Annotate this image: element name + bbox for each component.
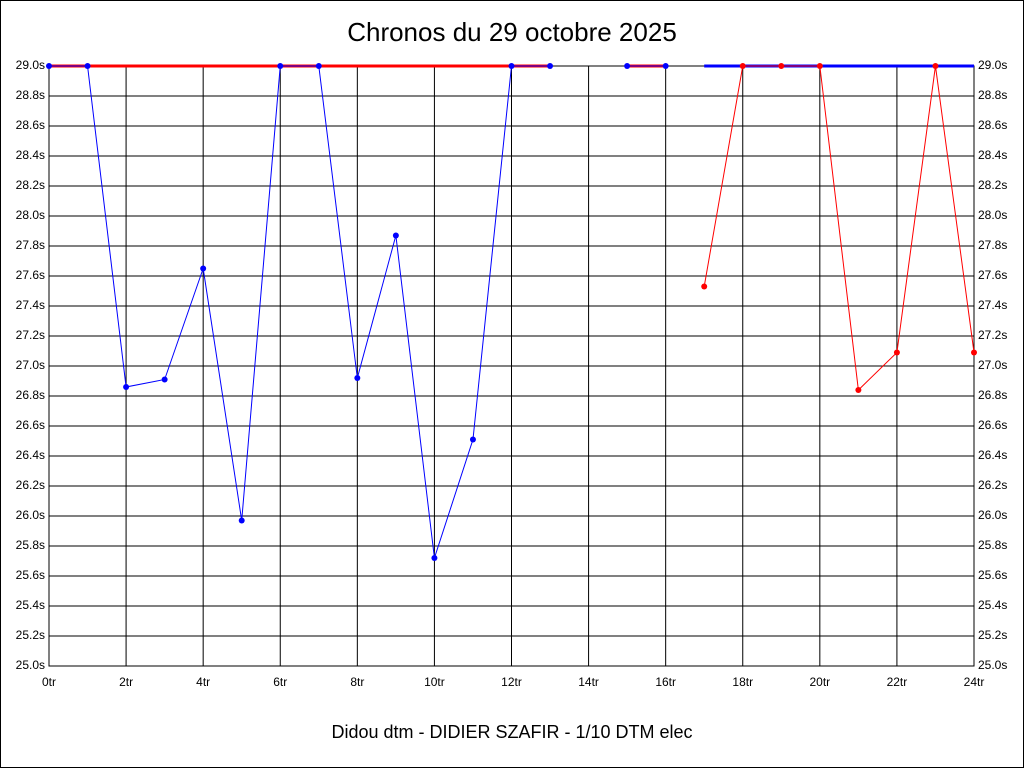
y2-tick-label: 25.6s	[978, 568, 1007, 582]
y-tick-label: 26.0s	[16, 508, 45, 522]
x-tick-label: 10tr	[424, 675, 445, 689]
data-point	[123, 384, 130, 390]
series-line	[703, 65, 975, 392]
y2-tick-label: 25.2s	[978, 628, 1007, 642]
y2-tick-label: 27.8s	[978, 238, 1007, 252]
x-axis-label: Didou dtm - DIDIER SZAFIR - 1/10 DTM ele…	[331, 722, 692, 742]
y-tick-label: 29.0s	[16, 58, 45, 72]
data-point	[315, 63, 322, 69]
data-point	[778, 63, 785, 69]
y2-tick-label: 25.0s	[978, 658, 1007, 672]
x-tick-label: 4tr	[196, 675, 210, 689]
x-tick-label: 12tr	[501, 675, 522, 689]
data-point	[200, 265, 207, 272]
y-tick-label: 27.8s	[16, 238, 45, 252]
y2-tick-label: 26.4s	[978, 448, 1007, 462]
y2-tick-label: 27.0s	[978, 358, 1007, 372]
data-point	[508, 63, 515, 69]
y-tick-label: 28.2s	[16, 178, 45, 192]
y2-tick-label: 27.6s	[978, 268, 1007, 282]
y2-tick-label: 26.8s	[978, 388, 1007, 402]
y2-tick-label: 28.6s	[978, 118, 1007, 132]
y-tick-label: 27.4s	[16, 298, 45, 312]
y-tick-label: 28.4s	[16, 148, 45, 162]
x-tick-label: 22tr	[887, 675, 908, 689]
data-point	[855, 387, 862, 393]
x-tick-label: 8tr	[350, 675, 364, 689]
y-tick-label: 28.0s	[16, 208, 45, 222]
data-point	[932, 63, 939, 69]
y-tick-label: 25.8s	[16, 538, 45, 552]
data-point	[84, 63, 91, 69]
y-tick-label: 28.6s	[16, 118, 45, 132]
x-tick-label: 14tr	[578, 675, 599, 689]
chart-title: Chronos du 29 octobre 2025	[347, 17, 677, 47]
data-point	[431, 555, 438, 561]
data-point	[46, 63, 52, 69]
x-tick-label: 24tr	[964, 675, 985, 689]
y2-tick-label: 27.4s	[978, 298, 1007, 312]
x-tick-label: 18tr	[732, 675, 753, 689]
y-tick-label: 25.6s	[16, 568, 45, 582]
y-tick-label: 28.8s	[16, 88, 45, 102]
y-tick-label: 27.2s	[16, 328, 45, 342]
data-point	[971, 349, 977, 356]
y-tick-label: 26.2s	[16, 478, 45, 492]
y2-tick-label: 25.8s	[978, 538, 1007, 552]
y-tick-label: 26.4s	[16, 448, 45, 462]
y2-tick-label: 29.0s	[978, 58, 1007, 72]
x-tick-label: 0tr	[42, 675, 56, 689]
data-point	[161, 376, 168, 383]
y2-tick-label: 26.0s	[978, 508, 1007, 522]
y2-tick-label: 28.0s	[978, 208, 1007, 222]
data-point	[547, 63, 554, 69]
y-tick-label: 27.6s	[16, 268, 45, 282]
series-line	[49, 65, 666, 559]
data-point	[662, 63, 669, 69]
y-tick-label: 26.8s	[16, 388, 45, 402]
y-tick-label: 25.0s	[16, 658, 45, 672]
x-tick-label: 2tr	[119, 675, 133, 689]
data-point	[277, 63, 284, 69]
data-point	[701, 283, 708, 290]
data-point	[392, 232, 399, 239]
y-tick-label: 25.2s	[16, 628, 45, 642]
y2-tick-label: 28.8s	[978, 88, 1007, 102]
data-point	[739, 63, 746, 69]
y2-tick-label: 26.2s	[978, 478, 1007, 492]
data-point	[354, 375, 361, 381]
data-point	[624, 63, 631, 69]
y-tick-label: 26.6s	[16, 418, 45, 432]
y-tick-label: 25.4s	[16, 598, 45, 612]
x-tick-label: 6tr	[273, 675, 287, 689]
y-tick-label: 27.0s	[16, 358, 45, 372]
data-point	[469, 436, 476, 443]
data-point	[893, 349, 900, 356]
y2-tick-label: 25.4s	[978, 598, 1007, 612]
y2-tick-label: 28.4s	[978, 148, 1007, 162]
y2-tick-label: 28.2s	[978, 178, 1007, 192]
y2-tick-label: 26.6s	[978, 418, 1007, 432]
x-tick-label: 16tr	[655, 675, 676, 689]
data-point	[238, 517, 245, 524]
x-tick-label: 20tr	[809, 675, 830, 689]
y2-tick-label: 27.2s	[978, 328, 1007, 342]
data-point	[816, 63, 823, 69]
